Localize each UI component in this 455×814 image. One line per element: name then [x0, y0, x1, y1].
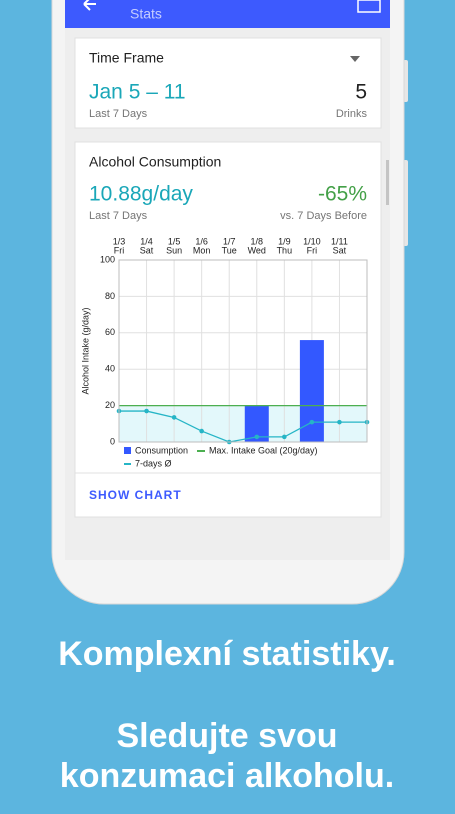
y-tick-label: 60 — [105, 327, 115, 337]
legend-label: Consumption — [135, 445, 188, 455]
y-tick-label: 100 — [100, 254, 115, 264]
dropdown-arrow[interactable] — [350, 56, 360, 62]
drink-count-sub: Drinks — [336, 108, 368, 120]
promo-line: konzumaci alkoholu. — [60, 757, 394, 795]
x-tick-label: Tue — [222, 245, 237, 255]
average-point — [337, 419, 342, 425]
x-tick-label: 1/10 — [303, 236, 321, 246]
app-bar — [65, 0, 390, 28]
promo-line: Sledujte svou — [116, 717, 337, 755]
legend-swatch — [124, 447, 131, 454]
show-chart-button[interactable]: SHOW CHART — [89, 488, 182, 502]
promo-line: Komplexní statistiky. — [58, 635, 396, 673]
y-tick-label: 40 — [105, 364, 115, 374]
average-point — [309, 419, 315, 425]
back-button[interactable] — [83, 0, 96, 11]
consumption-value: 10.88g/day — [89, 183, 193, 206]
time-frame-sub: Last 7 Days — [89, 108, 148, 120]
y-tick-label: 0 — [110, 436, 115, 446]
average-point — [282, 434, 287, 440]
x-tick-label: 1/7 — [223, 236, 236, 246]
consumption-sub: Last 7 Days — [89, 210, 148, 222]
y-tick-label: 20 — [105, 400, 115, 410]
time-frame-label: Time Frame — [89, 50, 164, 66]
legend-label: Max. Intake Goal (20g/day) — [209, 445, 318, 455]
x-tick-label: Sat — [333, 245, 347, 255]
chart: 0204060801001/3Fri1/4Sat1/5Sun1/6Mon1/7T… — [80, 236, 370, 468]
legend-label: 7-days Ø — [135, 458, 172, 468]
goal-zone — [119, 405, 367, 442]
x-tick-label: 1/8 — [251, 236, 264, 246]
x-tick-label: Sat — [140, 245, 154, 255]
x-tick-label: Fri — [114, 245, 125, 255]
drink-count: 5 — [355, 81, 367, 104]
x-tick-label: 1/3 — [113, 236, 126, 246]
x-tick-label: 1/5 — [168, 236, 181, 246]
average-point — [199, 428, 204, 434]
time-frame-range: Jan 5 – 11 — [89, 81, 186, 104]
average-point — [171, 415, 177, 420]
axis-frame — [118, 259, 368, 443]
x-tick-label: 1/11 — [331, 236, 348, 246]
x-tick-label: Fri — [307, 245, 318, 255]
x-tick-label: Sun — [166, 245, 182, 255]
scrollbar — [386, 160, 389, 205]
x-tick-label: Wed — [248, 245, 266, 255]
x-tick-label: 1/9 — [278, 236, 291, 246]
x-tick-label: Mon — [193, 245, 211, 255]
export-button[interactable] — [357, 0, 381, 13]
x-tick-label: 1/6 — [195, 236, 208, 246]
time-frame-card[interactable] — [74, 37, 382, 129]
y-tick-label: 80 — [105, 291, 115, 301]
consumption-title: Alcohol Consumption — [89, 154, 221, 170]
x-tick-label: Thu — [277, 245, 293, 255]
consumption-change: -65% — [318, 183, 367, 206]
x-tick-label: 1/4 — [140, 236, 153, 246]
bar — [299, 340, 324, 442]
average-point — [254, 434, 260, 440]
app-bar-title: Stats — [130, 6, 162, 22]
average-point — [144, 408, 149, 414]
consumption-change-sub: vs. 7 Days Before — [280, 210, 367, 222]
y-axis-label: Alcohol Intake (g/day) — [80, 307, 90, 394]
average-line — [119, 410, 367, 443]
